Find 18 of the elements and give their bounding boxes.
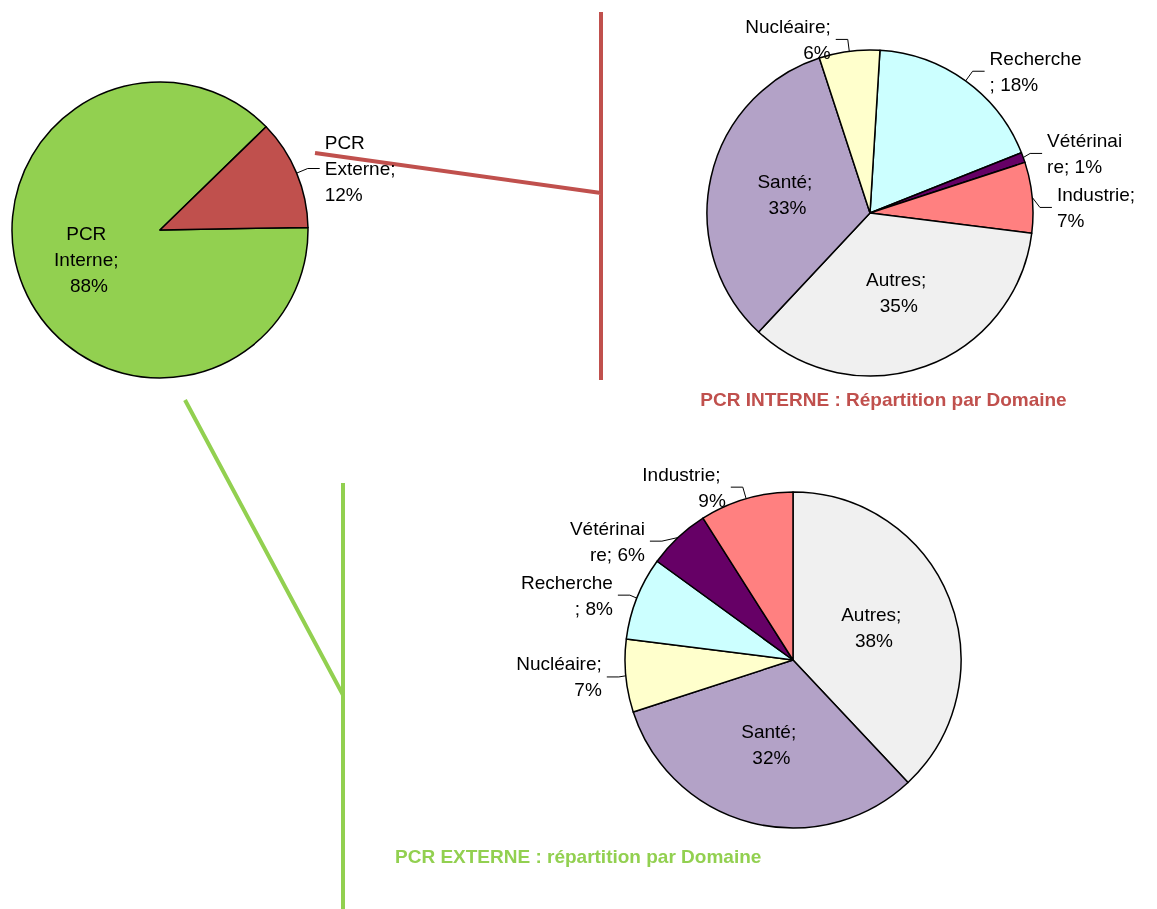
slice-label: Nucléaire; 6% (745, 15, 831, 63)
slice-label: Recherche (520, 571, 613, 593)
slice-label: Autres; 35% (866, 268, 932, 316)
slice-label: Industrie; 7% (1056, 183, 1141, 231)
slice-label: Vétérinaire; 1% (1047, 129, 1123, 177)
slice-label: Industrie; 9% (642, 463, 726, 511)
data-label: ; 8% (574, 597, 613, 619)
slice-label: Nucléaire; 7% (516, 653, 602, 701)
slice-label: PCR Externe; 12% (324, 132, 401, 206)
slice-label: Vétérinaire; 6% (569, 517, 645, 565)
slice-label: Santé; 33% (757, 171, 818, 219)
slice-label: Autres; 38% (841, 604, 907, 652)
text: PCR INTERNE : Répartition par Domaine (700, 389, 1067, 410)
text: PCR EXTERNE : répartition par Domaine (395, 846, 762, 867)
slice-label: Recherche (989, 47, 1082, 69)
slice-label: Santé; 32% (741, 720, 802, 768)
slice-label: PCR Interne; 88% (54, 223, 124, 297)
data-label: ; 18% (989, 73, 1039, 95)
